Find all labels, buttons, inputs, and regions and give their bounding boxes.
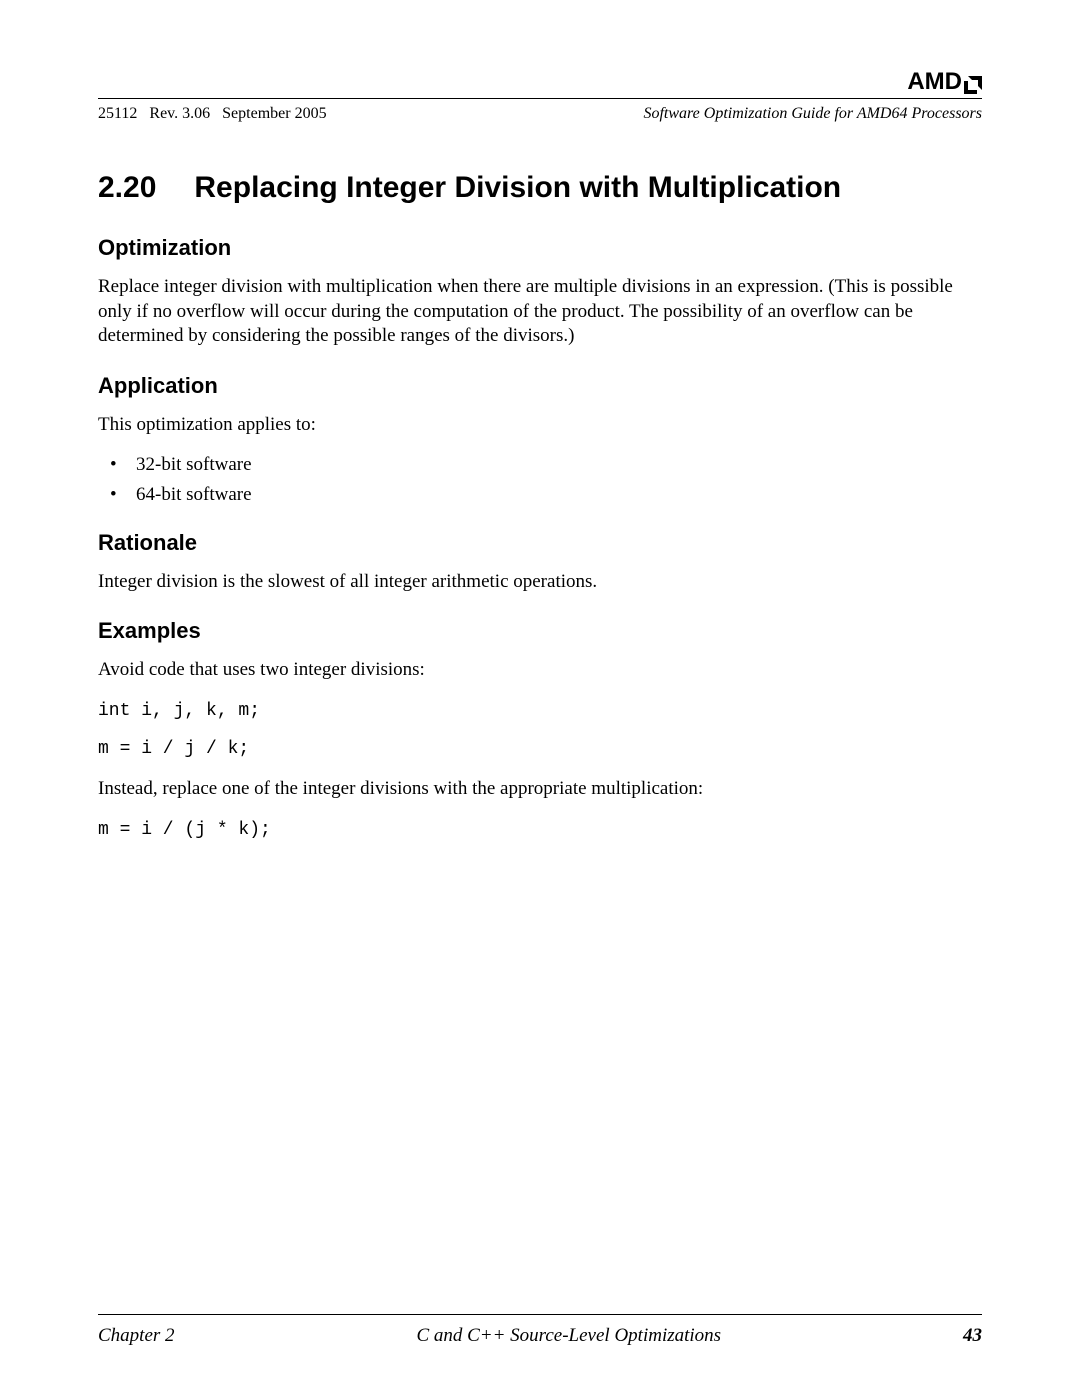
header-rule (98, 98, 982, 99)
content-area: AMD 25112 Rev. 3.06 September 2005 Softw… (98, 68, 982, 1314)
section-number: 2.20 (98, 171, 156, 205)
code-block-1-line-1: int i, j, k, m; (98, 701, 982, 721)
section-title-text: Replacing Integer Division with Multipli… (194, 171, 841, 205)
footer: Chapter 2 C and C++ Source-Level Optimiz… (98, 1325, 982, 1347)
logo-text: AMD (907, 68, 962, 96)
rationale-text: Integer division is the slowest of all i… (98, 570, 982, 595)
application-bullets: 32-bit software 64-bit software (98, 454, 982, 506)
logo-row: AMD (98, 68, 982, 96)
amd-logo: AMD (907, 68, 982, 96)
amd-arrow-icon (964, 73, 982, 91)
doc-date: September 2005 (222, 105, 326, 122)
doc-title: Software Optimization Guide for AMD64 Pr… (643, 105, 982, 123)
list-item: 32-bit software (98, 454, 982, 476)
examples-heading: Examples (98, 618, 982, 644)
page-container: AMD 25112 Rev. 3.06 September 2005 Softw… (0, 0, 1080, 1397)
code-block-2: m = i / (j * k); (98, 820, 982, 840)
optimization-text: Replace integer division with multiplica… (98, 275, 982, 349)
footer-rule (98, 1314, 982, 1315)
code-block-1-line-2: m = i / j / k; (98, 739, 982, 759)
optimization-heading: Optimization (98, 235, 982, 261)
application-heading: Application (98, 373, 982, 399)
application-text: This optimization applies to: (98, 413, 982, 438)
doc-revision: Rev. 3.06 (149, 105, 210, 122)
header-meta: 25112 Rev. 3.06 September 2005 Software … (98, 105, 982, 123)
examples-intro: Avoid code that uses two integer divisio… (98, 658, 982, 683)
footer-title: C and C++ Source-Level Optimizations (175, 1325, 963, 1347)
header-left: 25112 Rev. 3.06 September 2005 (98, 105, 327, 123)
list-item: 64-bit software (98, 484, 982, 506)
footer-chapter: Chapter 2 (98, 1325, 175, 1347)
rationale-heading: Rationale (98, 530, 982, 556)
footer-container: Chapter 2 C and C++ Source-Level Optimiz… (98, 1314, 982, 1347)
doc-id: 25112 (98, 105, 137, 122)
footer-page-number: 43 (963, 1325, 982, 1347)
section-title: 2.20 Replacing Integer Division with Mul… (98, 171, 982, 205)
examples-middle: Instead, replace one of the integer divi… (98, 777, 982, 802)
